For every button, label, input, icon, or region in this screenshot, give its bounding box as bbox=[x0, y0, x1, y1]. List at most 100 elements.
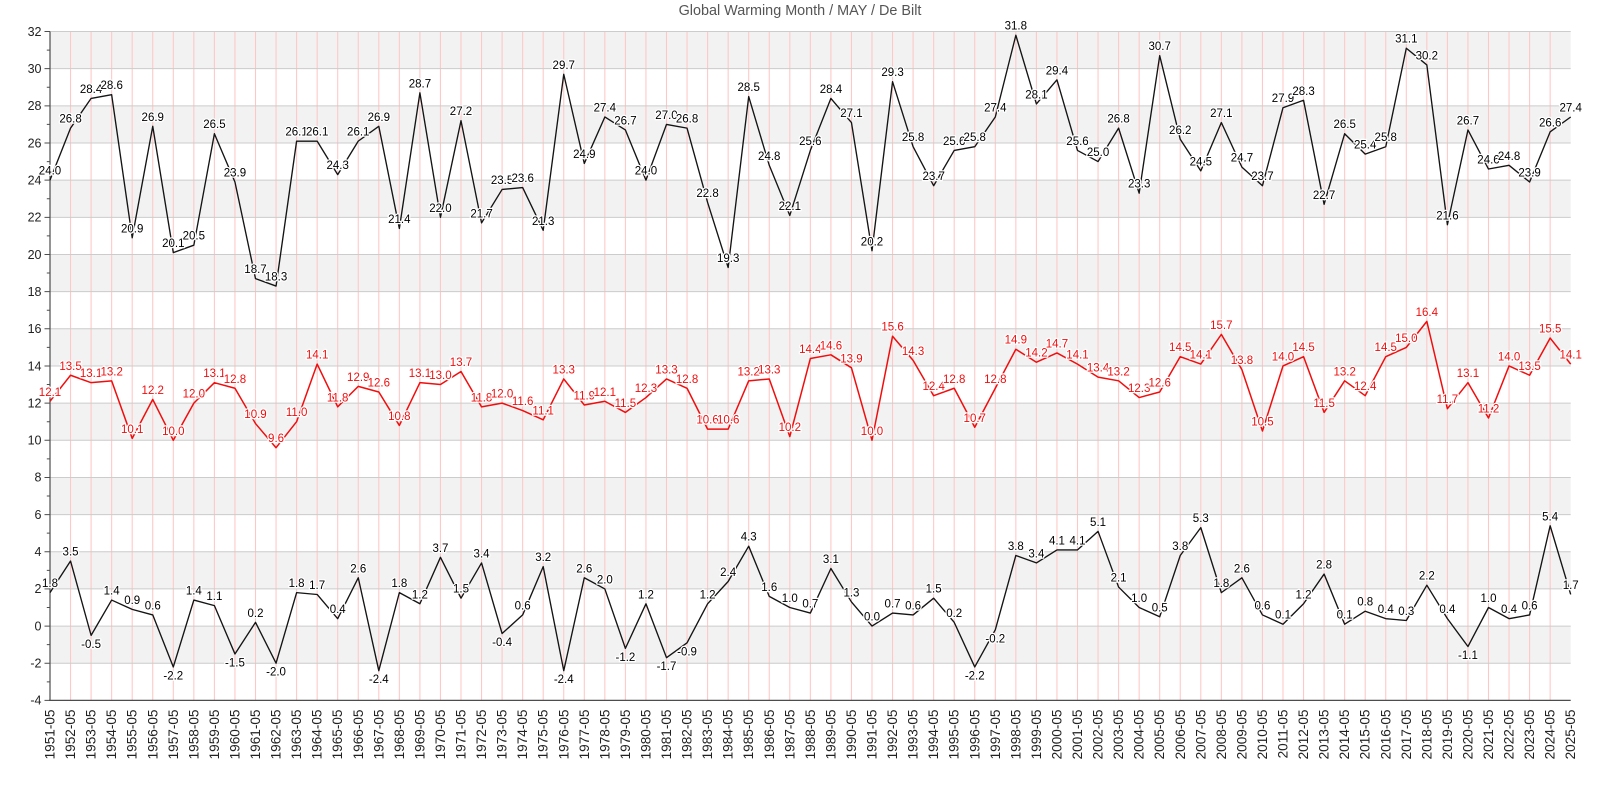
svg-text:12.0: 12.0 bbox=[183, 389, 205, 401]
svg-text:0.5: 0.5 bbox=[1152, 602, 1168, 614]
svg-text:1952-05: 1952-05 bbox=[63, 710, 78, 760]
svg-text:13.8: 13.8 bbox=[1231, 355, 1253, 367]
svg-text:1991-05: 1991-05 bbox=[865, 710, 880, 760]
svg-text:1.0: 1.0 bbox=[782, 593, 798, 605]
svg-text:-4: -4 bbox=[30, 694, 41, 708]
svg-text:0.3: 0.3 bbox=[1398, 606, 1414, 618]
svg-text:2007-05: 2007-05 bbox=[1193, 710, 1208, 760]
svg-text:1956-05: 1956-05 bbox=[145, 710, 160, 760]
svg-text:1.2: 1.2 bbox=[412, 589, 428, 601]
svg-text:26.1: 26.1 bbox=[285, 127, 307, 139]
svg-text:0.6: 0.6 bbox=[145, 600, 161, 612]
svg-text:2022-05: 2022-05 bbox=[1502, 710, 1517, 760]
svg-text:0.0: 0.0 bbox=[864, 612, 880, 624]
svg-text:19.3: 19.3 bbox=[717, 253, 739, 265]
svg-text:2.4: 2.4 bbox=[720, 567, 737, 579]
svg-text:10.0: 10.0 bbox=[162, 426, 184, 438]
svg-text:1961-05: 1961-05 bbox=[248, 710, 263, 760]
svg-text:30.2: 30.2 bbox=[1416, 50, 1438, 62]
svg-text:0.7: 0.7 bbox=[802, 599, 818, 611]
svg-text:1.2: 1.2 bbox=[700, 589, 716, 601]
svg-text:2008-05: 2008-05 bbox=[1214, 710, 1229, 760]
svg-text:12.1: 12.1 bbox=[39, 387, 61, 399]
svg-text:3.4: 3.4 bbox=[1028, 548, 1045, 560]
svg-text:1980-05: 1980-05 bbox=[638, 710, 653, 760]
svg-text:24.3: 24.3 bbox=[327, 160, 349, 172]
svg-text:13.3: 13.3 bbox=[758, 364, 780, 376]
svg-text:2.0: 2.0 bbox=[597, 574, 613, 586]
svg-text:10.6: 10.6 bbox=[717, 415, 739, 427]
svg-text:2010-05: 2010-05 bbox=[1255, 710, 1270, 760]
svg-text:1998-05: 1998-05 bbox=[1008, 710, 1023, 760]
svg-text:12.3: 12.3 bbox=[635, 383, 657, 395]
svg-text:14.1: 14.1 bbox=[1190, 350, 1212, 362]
svg-text:0.1: 0.1 bbox=[1337, 610, 1353, 622]
svg-text:0.6: 0.6 bbox=[515, 600, 531, 612]
svg-text:5.4: 5.4 bbox=[1542, 511, 1559, 523]
svg-text:1974-05: 1974-05 bbox=[515, 710, 530, 760]
svg-text:1995-05: 1995-05 bbox=[947, 710, 962, 760]
svg-text:1967-05: 1967-05 bbox=[371, 710, 386, 760]
svg-text:24.5: 24.5 bbox=[1190, 156, 1212, 168]
svg-text:2015-05: 2015-05 bbox=[1358, 710, 1373, 760]
svg-text:1962-05: 1962-05 bbox=[269, 710, 284, 760]
svg-text:1984-05: 1984-05 bbox=[721, 710, 736, 760]
svg-text:2012-05: 2012-05 bbox=[1296, 710, 1311, 760]
svg-text:18.7: 18.7 bbox=[244, 264, 266, 276]
svg-text:25.0: 25.0 bbox=[1087, 147, 1109, 159]
svg-text:2002-05: 2002-05 bbox=[1091, 710, 1106, 760]
svg-text:10.0: 10.0 bbox=[861, 426, 883, 438]
svg-text:10.9: 10.9 bbox=[244, 409, 266, 421]
svg-text:28.7: 28.7 bbox=[409, 78, 431, 90]
svg-text:28.6: 28.6 bbox=[100, 80, 122, 92]
svg-text:26.1: 26.1 bbox=[347, 127, 369, 139]
svg-text:27.4: 27.4 bbox=[1560, 102, 1583, 114]
svg-text:26.9: 26.9 bbox=[142, 112, 164, 124]
svg-text:13.1: 13.1 bbox=[80, 368, 102, 380]
svg-text:13.7: 13.7 bbox=[450, 357, 472, 369]
svg-text:27.1: 27.1 bbox=[840, 108, 862, 120]
svg-text:1.6: 1.6 bbox=[761, 582, 777, 594]
svg-text:21.3: 21.3 bbox=[532, 216, 554, 228]
svg-text:27.9: 27.9 bbox=[1272, 93, 1294, 105]
svg-text:25.8: 25.8 bbox=[964, 132, 986, 144]
svg-text:10.8: 10.8 bbox=[388, 411, 410, 423]
svg-text:13.2: 13.2 bbox=[100, 366, 122, 378]
svg-text:1.2: 1.2 bbox=[638, 589, 654, 601]
svg-text:1.5: 1.5 bbox=[453, 584, 469, 596]
svg-text:1982-05: 1982-05 bbox=[680, 710, 695, 760]
svg-text:13.1: 13.1 bbox=[1457, 368, 1479, 380]
svg-text:1993-05: 1993-05 bbox=[906, 710, 921, 760]
svg-text:14.0: 14.0 bbox=[1498, 351, 1520, 363]
svg-text:26.8: 26.8 bbox=[59, 114, 81, 126]
svg-text:12.3: 12.3 bbox=[1128, 383, 1150, 395]
svg-text:2013-05: 2013-05 bbox=[1317, 710, 1332, 760]
svg-text:0.4: 0.4 bbox=[1439, 604, 1456, 616]
svg-text:12.9: 12.9 bbox=[347, 372, 369, 384]
svg-text:1964-05: 1964-05 bbox=[310, 710, 325, 760]
svg-text:13.0: 13.0 bbox=[429, 370, 451, 382]
svg-text:1972-05: 1972-05 bbox=[474, 710, 489, 760]
svg-text:27.0: 27.0 bbox=[655, 110, 677, 122]
svg-text:32: 32 bbox=[28, 25, 42, 39]
svg-text:13.5: 13.5 bbox=[1518, 361, 1540, 373]
svg-text:2.2: 2.2 bbox=[1419, 571, 1435, 583]
svg-text:13.1: 13.1 bbox=[203, 368, 225, 380]
svg-text:4.1: 4.1 bbox=[1070, 535, 1086, 547]
svg-text:1963-05: 1963-05 bbox=[289, 710, 304, 760]
svg-text:2017-05: 2017-05 bbox=[1399, 710, 1414, 760]
svg-text:14.4: 14.4 bbox=[799, 344, 822, 356]
svg-text:18: 18 bbox=[28, 285, 42, 299]
svg-text:1978-05: 1978-05 bbox=[597, 710, 612, 760]
svg-text:4.1: 4.1 bbox=[1049, 535, 1065, 547]
svg-text:-2.4: -2.4 bbox=[369, 674, 389, 686]
svg-text:21.4: 21.4 bbox=[388, 214, 411, 226]
svg-text:3.4: 3.4 bbox=[474, 548, 491, 560]
svg-text:20.5: 20.5 bbox=[183, 231, 205, 243]
svg-text:31.1: 31.1 bbox=[1395, 34, 1417, 46]
svg-text:1973-05: 1973-05 bbox=[495, 710, 510, 760]
svg-text:26.2: 26.2 bbox=[1169, 125, 1191, 137]
svg-text:15.0: 15.0 bbox=[1395, 333, 1417, 345]
svg-text:3.1: 3.1 bbox=[823, 554, 839, 566]
svg-text:2021-05: 2021-05 bbox=[1481, 710, 1496, 760]
